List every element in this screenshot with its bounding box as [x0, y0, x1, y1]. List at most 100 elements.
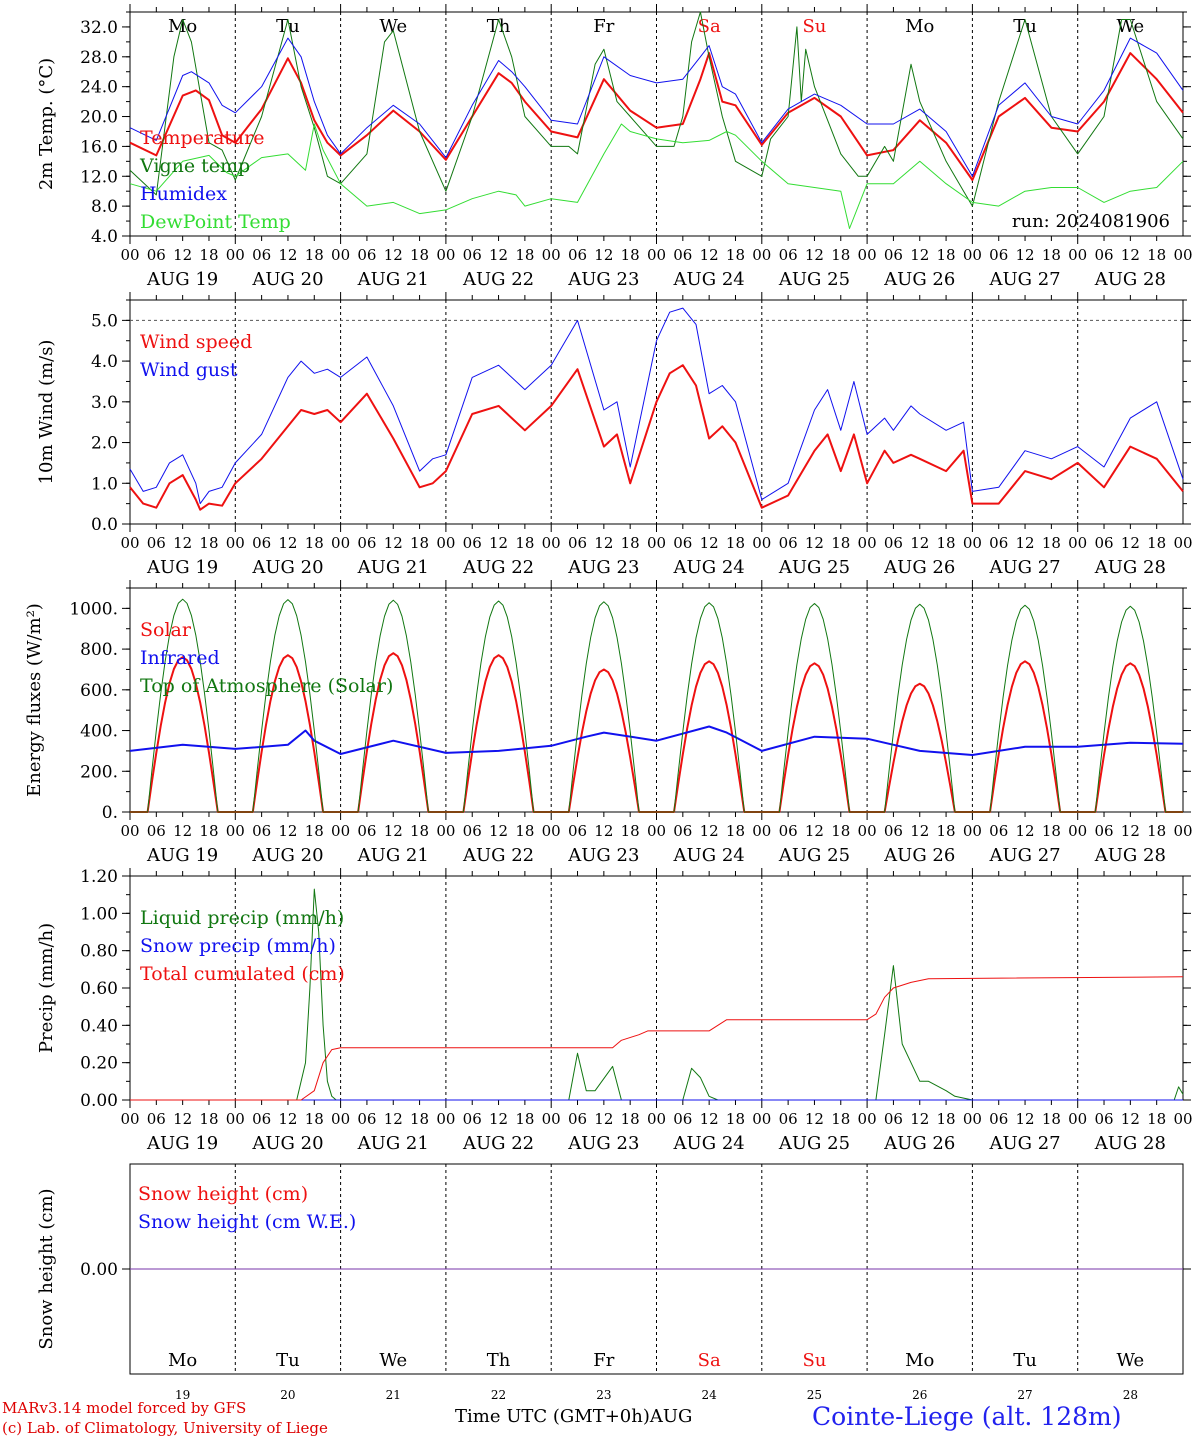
y-tick-label: 200. — [80, 762, 118, 782]
y-tick-label: 1.0 — [91, 474, 118, 494]
hour-tick-label: 18 — [1042, 246, 1061, 264]
legend-solar: Solar — [140, 619, 192, 641]
y-tick-label: 24.0 — [80, 78, 118, 98]
run-annotation: run: 2024081906 — [1012, 211, 1170, 232]
hour-tick-label: 18 — [410, 1110, 429, 1128]
hour-tick-label: 12 — [384, 534, 403, 552]
hour-tick-label: 00 — [647, 822, 666, 840]
hour-tick-label: 12 — [1016, 822, 1035, 840]
hour-tick-label: 06 — [779, 822, 798, 840]
hour-tick-label: 18 — [305, 534, 324, 552]
hour-tick-label: 12 — [1016, 1110, 1035, 1128]
hour-tick-label: 18 — [1042, 1110, 1061, 1128]
day-number-label: 21 — [386, 1388, 401, 1402]
hour-tick-label: 00 — [858, 822, 877, 840]
y-tick-label: 20.0 — [80, 108, 118, 128]
hour-tick-label: 00 — [858, 1110, 877, 1128]
hour-tick-label: 06 — [989, 1110, 1008, 1128]
hour-tick-label: 12 — [700, 822, 719, 840]
date-label: AUG 24 — [673, 269, 745, 290]
y-tick-label: 1.20 — [80, 867, 118, 887]
date-label: AUG 20 — [251, 557, 323, 578]
hour-tick-label: 06 — [884, 246, 903, 264]
hour-tick-label: 12 — [1121, 822, 1140, 840]
hour-tick-label: 00 — [542, 246, 561, 264]
hour-tick-label: 00 — [542, 822, 561, 840]
weekday-label: Fr — [593, 1350, 614, 1371]
hour-tick-label: 06 — [1094, 822, 1113, 840]
hour-tick-label: 00 — [752, 822, 771, 840]
y-tick-label: 8.0 — [91, 197, 118, 217]
weekday-label: Sa — [698, 1350, 721, 1371]
hour-tick-label: 18 — [515, 1110, 534, 1128]
y-tick-label: 1.00 — [80, 904, 118, 924]
legend-snow-height: Snow height (cm) — [138, 1183, 308, 1205]
date-label: AUG 28 — [1094, 269, 1166, 290]
date-label: AUG 23 — [567, 1133, 639, 1154]
weekday-label: We — [379, 16, 407, 37]
series-wind-gust — [129, 307, 1184, 505]
weekday-label: We — [1117, 16, 1145, 37]
hour-tick-label: 06 — [989, 246, 1008, 264]
station-title: Cointe-Liege (alt. 128m) — [812, 1402, 1122, 1431]
y-axis-label: Snow height (cm) — [36, 1188, 57, 1349]
date-label: AUG 27 — [988, 1133, 1060, 1154]
day-number-label: 24 — [702, 1388, 718, 1402]
day-number-label: 25 — [807, 1388, 822, 1402]
y-tick-label: 400. — [80, 722, 118, 742]
hour-tick-label: 12 — [594, 1110, 613, 1128]
date-label: AUG 23 — [567, 269, 639, 290]
hour-tick-label: 06 — [884, 1110, 903, 1128]
hour-tick-label: 12 — [910, 534, 929, 552]
hour-tick-label: 18 — [937, 246, 956, 264]
hour-tick-label: 12 — [384, 246, 403, 264]
hour-tick-label: 00 — [120, 1110, 139, 1128]
weekday-label: Th — [487, 1350, 511, 1371]
y-tick-label: 0.80 — [80, 942, 118, 962]
hour-tick-label: 18 — [410, 246, 429, 264]
hour-tick-label: 12 — [173, 1110, 192, 1128]
date-label: AUG 19 — [146, 1133, 218, 1154]
hour-tick-label: 18 — [831, 246, 850, 264]
hour-tick-label: 12 — [805, 534, 824, 552]
date-label: AUG 21 — [357, 845, 429, 866]
date-label: AUG 23 — [567, 557, 639, 578]
y-tick-label: 0.20 — [80, 1054, 118, 1074]
series-humidex — [129, 37, 1184, 177]
legend-toa: Top of Atmosphere (Solar) — [140, 675, 393, 697]
weekday-label: Tu — [1013, 16, 1037, 37]
hour-tick-label: 00 — [1173, 246, 1192, 264]
hour-tick-label: 00 — [752, 534, 771, 552]
legend-wind-gust: Wind gust — [140, 359, 238, 381]
panel-wind: 10m Wind (m/s) 5.04.03.02.01.00.000 06 12 1… — [36, 292, 1193, 578]
hour-tick-label: 12 — [910, 246, 929, 264]
hour-tick-label: 12 — [805, 822, 824, 840]
hour-tick-label: 00 — [1068, 246, 1087, 264]
y-tick-label: 5.0 — [91, 311, 118, 331]
hour-tick-label: 18 — [831, 822, 850, 840]
series-top-of-atmosphere-solar — [130, 598, 1183, 813]
hour-tick-label: 06 — [147, 534, 166, 552]
hour-tick-label: 18 — [1147, 246, 1166, 264]
hour-tick-label: 00 — [436, 534, 455, 552]
hour-tick-label: 06 — [568, 1110, 587, 1128]
hour-tick-label: 06 — [357, 246, 376, 264]
hour-tick-label: 00 — [647, 1110, 666, 1128]
hour-tick-label: 18 — [199, 822, 218, 840]
hour-tick-label: 18 — [937, 822, 956, 840]
date-label: AUG 26 — [883, 845, 955, 866]
legend-dewpoint: DewPoint Temp — [140, 211, 291, 233]
hour-tick-label: 18 — [1147, 822, 1166, 840]
hour-tick-label: 12 — [1121, 246, 1140, 264]
hour-tick-label: 18 — [621, 246, 640, 264]
hour-tick-label: 00 — [436, 1110, 455, 1128]
hour-tick-label: 12 — [489, 246, 508, 264]
hour-tick-label: 12 — [700, 534, 719, 552]
hour-tick-label: 18 — [1147, 534, 1166, 552]
panel-precip: Precip (mm/h) 1.20 1.00 0.80 0.60 0.40 0.20 0.… — [36, 867, 1193, 1154]
hour-tick-label: 12 — [384, 822, 403, 840]
hour-tick-label: 00 — [752, 1110, 771, 1128]
hour-tick-label: 12 — [700, 1110, 719, 1128]
hour-tick-label: 06 — [1094, 246, 1113, 264]
hour-tick-label: 00 — [963, 822, 982, 840]
